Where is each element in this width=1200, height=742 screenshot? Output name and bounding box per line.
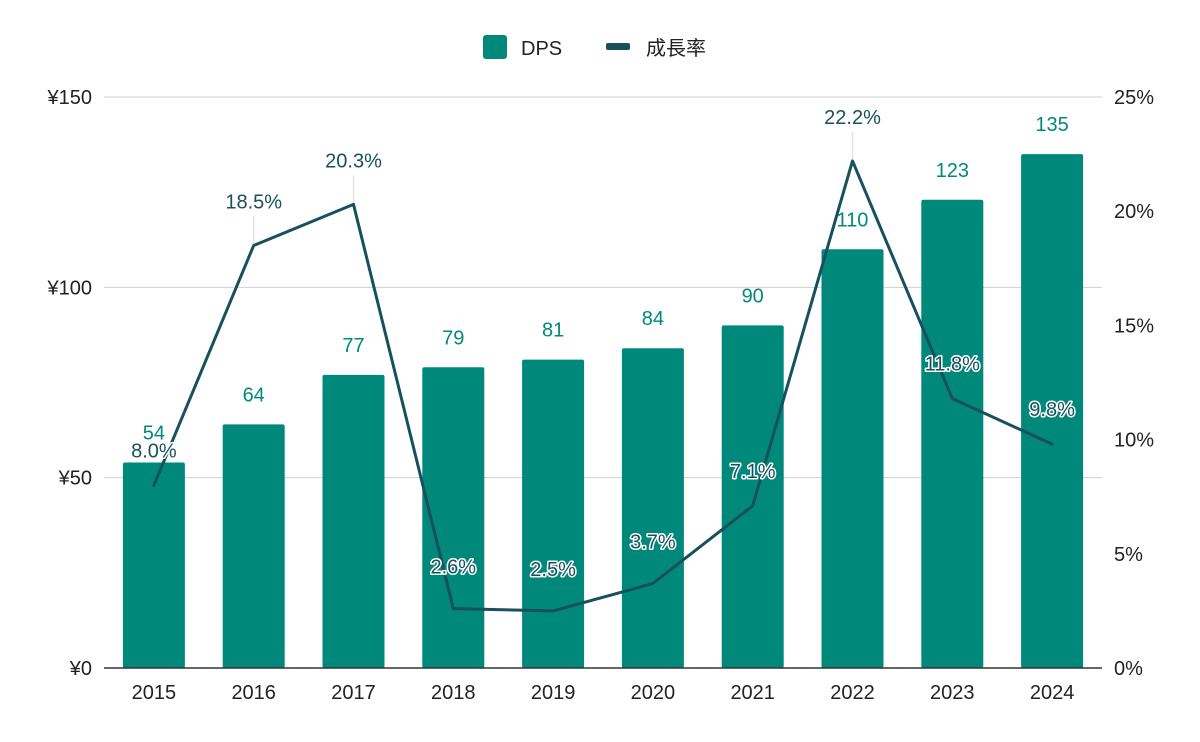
growth-rate-label: 22.2%: [824, 107, 881, 129]
x-tick-label: 2016: [231, 682, 276, 704]
x-tick-label: 2023: [930, 682, 975, 704]
dps-bar: [721, 325, 784, 668]
x-tick-label: 2019: [531, 682, 576, 704]
growth-rate-label: 20.3%: [325, 150, 382, 172]
y-left-tick-label: ¥0: [69, 658, 92, 680]
x-tick-label: 2018: [431, 682, 476, 704]
growth-rate-label: 18.5%: [225, 191, 282, 213]
growth-rate-line: [152, 159, 1054, 613]
legend-dps-label: DPS: [521, 38, 562, 60]
y-right-tick-label: 15%: [1114, 315, 1154, 337]
x-tick-label: 2024: [1030, 682, 1075, 704]
dps-bar: [322, 374, 385, 668]
dps-value-label: 54: [143, 422, 165, 444]
y-left-tick-label: ¥100: [47, 277, 93, 299]
dps-bar: [1021, 154, 1084, 669]
x-tick-label: 2017: [331, 682, 376, 704]
growth-line-group: [152, 159, 1054, 613]
growth-rate-label: 7.1%: [730, 461, 776, 483]
dps-value-label: 123: [936, 160, 969, 182]
legend: DPS 成長率: [483, 35, 706, 60]
axes: ¥0 ¥50 ¥100 ¥150 0% 5% 10% 15% 20% 25% 2015 2016 201…: [47, 87, 1155, 704]
y-left-tick-label: ¥50: [58, 468, 92, 490]
dps-bars: [122, 154, 1084, 669]
growth-rate-label: 2.6%: [431, 557, 477, 579]
legend-dps-swatch: [483, 35, 507, 59]
x-tick-label: 2020: [631, 682, 676, 704]
growth-rate-label: 3.7%: [630, 531, 676, 553]
dps-value-label: 110: [837, 209, 869, 231]
dps-value-label: 64: [243, 384, 265, 406]
dps-value-label: 79: [442, 327, 464, 349]
legend-growth-swatch: [606, 43, 630, 50]
y-right-tick-label: 20%: [1114, 201, 1154, 223]
legend-growth-label: 成長率: [646, 37, 706, 60]
dps-bar: [422, 367, 485, 668]
dps-value-label: 90: [742, 285, 764, 307]
y-right-tick-label: 5%: [1114, 544, 1143, 566]
growth-rate-label: 9.8%: [1029, 399, 1075, 421]
y-left-tick-label: ¥150: [47, 87, 93, 109]
dps-bar: [921, 199, 984, 668]
dps-bar: [621, 348, 684, 668]
dps-bar: [522, 359, 585, 668]
y-right-tick-label: 10%: [1114, 430, 1154, 452]
y-right-tick-label: 0%: [1114, 658, 1143, 680]
dps-bar: [222, 424, 285, 668]
growth-rate-label: 8.0%: [131, 440, 177, 462]
dps-value-label: 135: [1035, 114, 1068, 136]
x-tick-label: 2021: [730, 682, 775, 704]
dps-value-label: 77: [342, 335, 364, 357]
dps-value-label: 84: [642, 308, 664, 330]
dps-value-label: 81: [542, 320, 564, 342]
x-tick-label: 2015: [132, 682, 177, 704]
y-right-tick-label: 25%: [1114, 87, 1154, 109]
data-labels: 54 64 77 79 81 84 90 110 123 135 8.0% 18.5% 20.3% 2.6…: [130, 105, 1077, 582]
growth-rate-label: 11.8%: [925, 353, 980, 375]
dps-bar: [122, 462, 185, 668]
x-tick-label: 2022: [830, 682, 875, 704]
dps-bar: [821, 249, 884, 668]
growth-rate-label: 2.5%: [530, 559, 576, 581]
